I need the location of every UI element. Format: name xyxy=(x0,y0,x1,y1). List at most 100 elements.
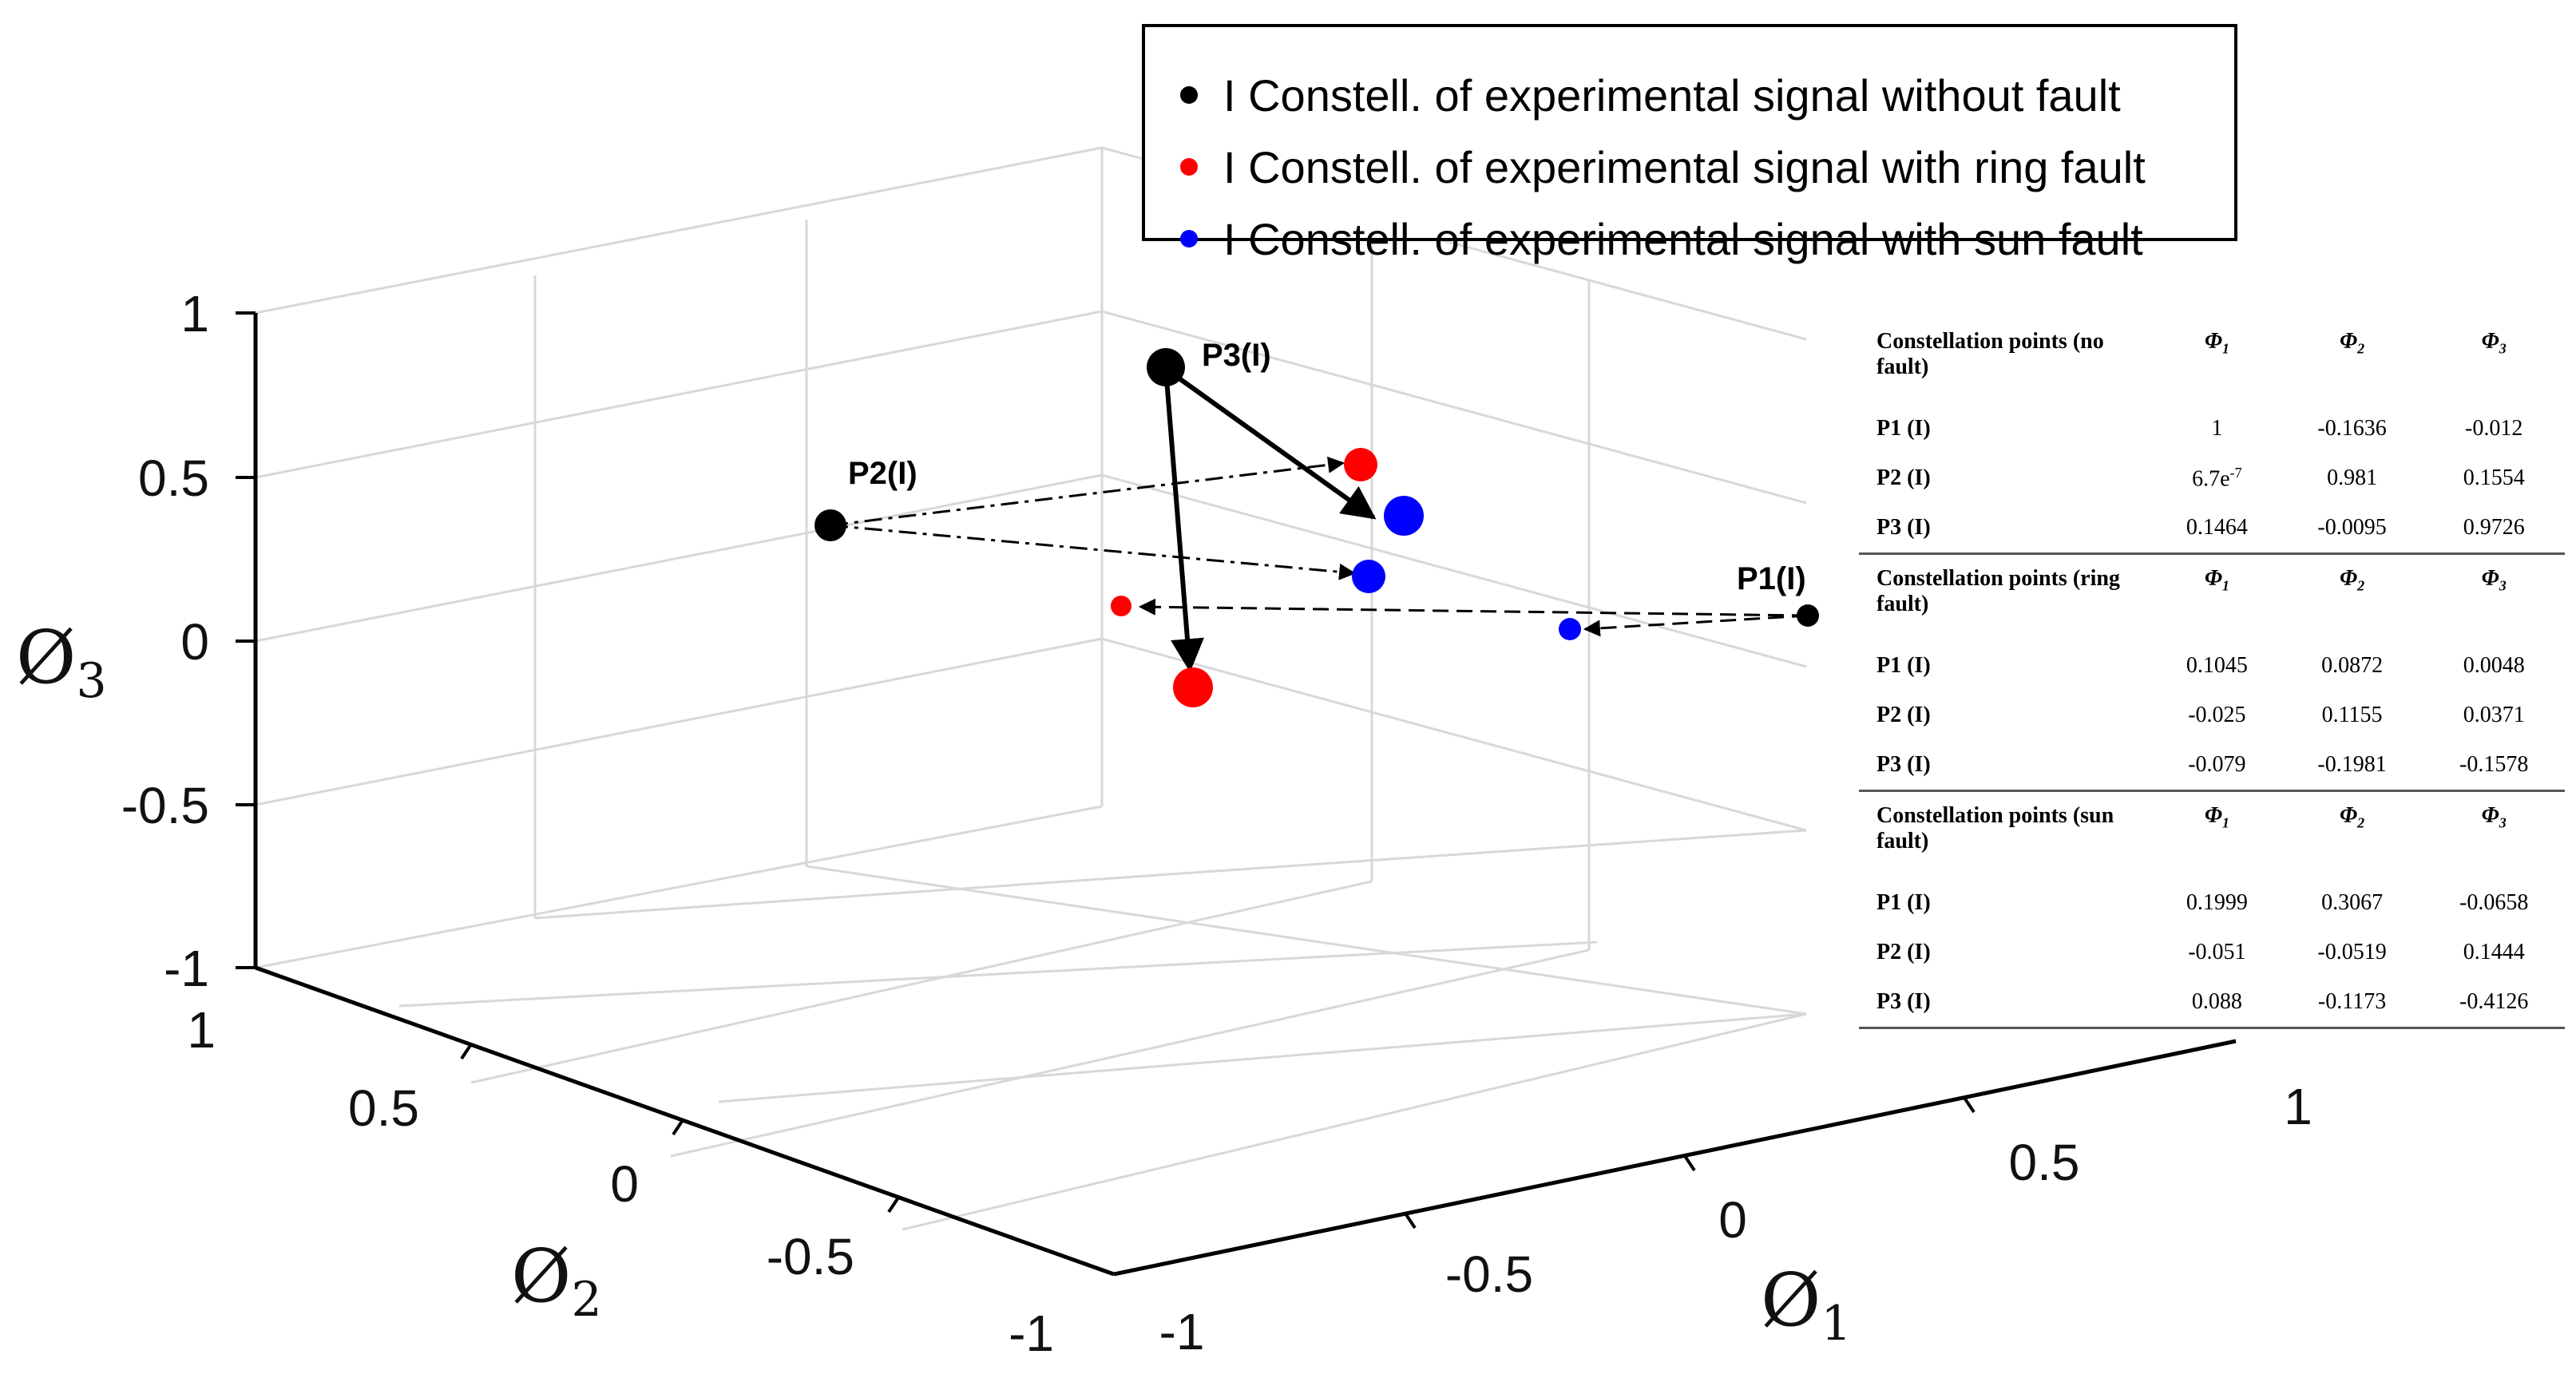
table-cell: 6.7e-7 xyxy=(2192,464,2242,492)
point-ring-fault-p2 xyxy=(1111,596,1131,616)
arrow-p1-to-ring xyxy=(1138,598,1809,617)
x-tick-label-1: 1 xyxy=(2284,1078,2312,1135)
x-tick-label-0.5: 0.5 xyxy=(2009,1134,2080,1191)
table-cell: 0.1554 xyxy=(2463,465,2525,490)
table-cell: 0.0048 xyxy=(2463,653,2525,678)
table-column-header: Φ3 xyxy=(2481,329,2507,357)
table-cell: 0.1999 xyxy=(2186,890,2248,915)
y-tick-label-0: 0 xyxy=(610,1155,639,1213)
z-tick-label-0.5: 0.5 xyxy=(138,449,209,507)
point-no-fault-p2 xyxy=(814,509,846,541)
legend-label-ring-fault: I Constell. of experimental signal with … xyxy=(1223,141,2146,192)
point-label-p1: P1(I) xyxy=(1737,561,1806,596)
z-tick-label-minus-1: -1 xyxy=(164,940,209,997)
table-row-label: P1 (I) xyxy=(1877,653,1931,678)
point-ring-fault-p3 xyxy=(1173,667,1213,707)
arrow-p3-to-sun xyxy=(1164,366,1377,520)
table-cell: 0.9726 xyxy=(2463,515,2525,540)
table-column-header: Φ1 xyxy=(2153,552,2281,641)
table-cell: -0.1636 xyxy=(2317,416,2387,441)
legend-item-ring-fault: I Constell. of experimental signal with … xyxy=(1180,131,2146,203)
table-cell: -0.0519 xyxy=(2317,940,2387,964)
table-cell: -0.051 xyxy=(2188,940,2246,964)
legend-marker-red xyxy=(1180,158,1198,176)
table-row-label: P2 (I) xyxy=(1877,940,1931,964)
point-ring-fault-p1 xyxy=(1344,448,1377,481)
table-cell: -0.1981 xyxy=(2317,752,2387,777)
table-row: P1 (I) 1 -0.1636 -0.012 xyxy=(1859,404,2565,453)
table-cell: 0.0872 xyxy=(2321,653,2384,678)
constellation-table: Constellation points (no fault) Φ1 Φ2 Φ3 P1 … xyxy=(1859,318,2565,1029)
y-axis-label: Ø2 xyxy=(511,1234,602,1328)
z-tick-label-minus-0.5: -0.5 xyxy=(121,777,209,834)
table-column-header: Φ1 xyxy=(2153,790,2281,878)
point-sun-fault-p1 xyxy=(1384,496,1424,536)
table-cell: -0.4126 xyxy=(2423,977,2565,1029)
legend-item-no-fault: I Constell. of experimental signal witho… xyxy=(1180,59,2121,131)
x-tick-label-minus-1: -1 xyxy=(1159,1303,1205,1360)
data-points xyxy=(814,348,1819,707)
table-cell: 0.0371 xyxy=(2463,703,2525,727)
table-column-header: Φ2 xyxy=(2281,790,2423,878)
arrow-p1-to-sun xyxy=(1583,614,1809,637)
table-row-label: P2 (I) xyxy=(1877,465,1931,490)
grid xyxy=(255,146,1807,1231)
legend-label-sun-fault: I Constell. of experimental signal with … xyxy=(1223,213,2143,264)
table-row: P2 (I) 6.7e-7 0.981 0.1554 xyxy=(1859,453,2565,503)
y-tick-label-0.5: 0.5 xyxy=(348,1079,419,1137)
table-group-title: Constellation points (ring fault) xyxy=(1859,552,2153,641)
table-column-header: Φ2 xyxy=(2340,329,2365,357)
y-tick-label-1: 1 xyxy=(187,1001,216,1059)
y-tick-label-minus-0.5: -0.5 xyxy=(767,1228,854,1285)
table-row-label: P3 (I) xyxy=(1859,977,2153,1029)
x-tick-label-minus-0.5: -0.5 xyxy=(1445,1245,1533,1303)
table-row-label: P1 (I) xyxy=(1877,890,1931,915)
table-column-header: Φ3 xyxy=(2423,790,2565,878)
table-group-title: Constellation points (sun fault) xyxy=(1859,790,2153,878)
legend-marker-black xyxy=(1180,86,1198,104)
arrow-p2-to-sun xyxy=(830,524,1357,580)
table-row: P1 (I) 0.1045 0.0872 0.0048 xyxy=(1859,641,2565,691)
table-row: P3 (I) 0.1464 -0.0095 0.9726 xyxy=(1859,503,2565,554)
table-cell: -0.0095 xyxy=(2317,515,2387,540)
table-cell: -0.1578 xyxy=(2459,752,2529,777)
table-row: P3 (I) -0.079 -0.1981 -0.1578 xyxy=(1859,740,2565,791)
tick-marks xyxy=(236,311,1976,1230)
table-row: P2 (I) -0.051 -0.0519 0.1444 xyxy=(1859,928,2565,977)
arrow-p3-to-ring xyxy=(1163,368,1204,673)
table-cell: 0.1045 xyxy=(2186,653,2248,678)
table-row-label: P3 (I) xyxy=(1877,515,1931,540)
table-cell: 0.3067 xyxy=(2321,890,2384,915)
legend-marker-blue xyxy=(1180,230,1198,247)
table-cell: 0.981 xyxy=(2327,465,2378,490)
point-no-fault-p3 xyxy=(1147,348,1185,386)
table-group-header: Constellation points (no fault) Φ1 Φ2 Φ3 xyxy=(1859,318,2565,404)
table-group-title: Constellation points (no fault) xyxy=(1877,329,2104,379)
point-label-p2: P2(I) xyxy=(848,456,917,491)
table-column-header: Φ2 xyxy=(2281,552,2423,641)
x-tick-label-0: 0 xyxy=(1718,1191,1747,1249)
z-tick-label-1: 1 xyxy=(180,285,209,343)
point-sun-fault-p2 xyxy=(1352,560,1385,593)
table-row-label: P2 (I) xyxy=(1877,703,1931,727)
table-row: P1 (I) 0.1999 0.3067 -0.0658 xyxy=(1859,878,2565,928)
table-group-header: Constellation points (ring fault) Φ1 Φ2 Φ3 xyxy=(1859,552,2565,641)
table-group-header: Constellation points (sun fault) Φ1 Φ2 Φ3 xyxy=(1859,790,2565,878)
table-cell: -0.025 xyxy=(2188,703,2246,727)
table-row: P2 (I) -0.025 0.1155 0.0371 xyxy=(1859,691,2565,740)
table-column-header: Φ1 xyxy=(2204,329,2229,357)
x-axis-label: Ø1 xyxy=(1761,1257,1852,1352)
table-column-header: Φ3 xyxy=(2423,552,2565,641)
y-tick-label-minus-1: -1 xyxy=(1009,1305,1054,1362)
z-axis-label: Ø3 xyxy=(16,615,107,709)
arrow-p2-to-ring xyxy=(830,456,1345,527)
table-cell: -0.0658 xyxy=(2459,890,2529,915)
table-row-label: P3 (I) xyxy=(1877,752,1931,777)
legend-item-sun-fault: I Constell. of experimental signal with … xyxy=(1180,203,2143,275)
table-cell: -0.079 xyxy=(2188,752,2246,777)
table-cell: 0.1155 xyxy=(2321,703,2383,727)
point-label-p3: P3(I) xyxy=(1202,338,1271,373)
table-cell: 0.088 xyxy=(2153,977,2281,1029)
point-no-fault-p1 xyxy=(1797,604,1819,627)
